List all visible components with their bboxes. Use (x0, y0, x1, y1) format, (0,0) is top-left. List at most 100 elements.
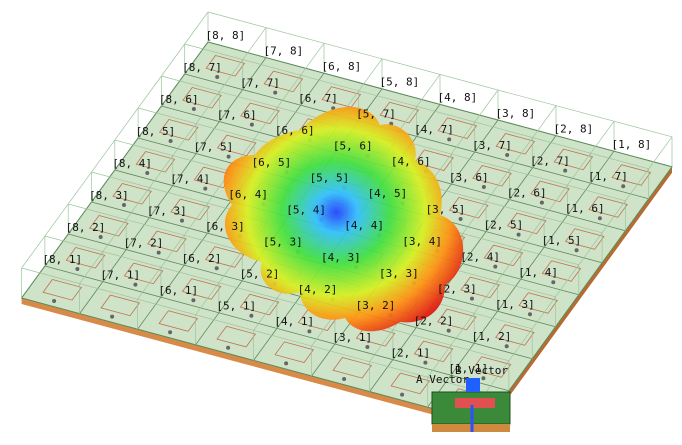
cell-label: [4, 3] (321, 251, 361, 264)
cell-label: [5, 2] (240, 268, 280, 281)
feed-pin (168, 139, 173, 143)
cell-label: [7, 2] (124, 236, 164, 249)
patch (89, 215, 129, 237)
cell-label: [3, 2] (356, 299, 396, 312)
patch (332, 357, 373, 379)
cell-label: [4, 8] (437, 91, 477, 104)
patch (42, 279, 83, 301)
feed-pin (342, 377, 347, 381)
patch (414, 149, 454, 171)
feed-pin (527, 312, 532, 317)
patch (182, 87, 222, 109)
cell-label: [2, 1] (390, 346, 430, 359)
cell-label: [8, 8] (205, 29, 245, 42)
feed-pin (481, 185, 486, 189)
feed-pin (121, 203, 126, 207)
feed-pin (423, 360, 428, 365)
cell-label: [5, 7] (356, 108, 396, 121)
feed-pin (597, 216, 602, 221)
cell-label: [7, 4] (170, 172, 210, 185)
feed-pin (307, 329, 312, 334)
feed-pin (516, 232, 521, 237)
cell-label: [6, 1] (158, 284, 198, 297)
patch (564, 228, 605, 250)
feed-pin (539, 200, 544, 205)
cell-label: [4, 2] (298, 283, 338, 296)
cell-label: [5, 6] (333, 140, 373, 153)
cell-label: [2, 8] (553, 122, 593, 135)
cell-label: [4, 6] (391, 155, 431, 168)
feed-pin (621, 184, 626, 189)
cell-label: [2, 5] (484, 218, 524, 231)
axis-label: A Vector (416, 373, 469, 386)
cell-label: [3, 8] (495, 107, 535, 120)
cell-label: [1, 8] (611, 138, 651, 151)
patch (135, 151, 176, 173)
feed-pin (52, 299, 57, 303)
cell-label: [4, 7] (414, 123, 454, 136)
feed-pin (551, 280, 556, 285)
patch (65, 247, 106, 269)
cell-label: [3, 5] (426, 203, 466, 216)
cell-label: [3, 1] (332, 331, 372, 344)
feed-pin (156, 250, 161, 255)
patch (611, 164, 652, 186)
cell-label: [1, 5] (542, 234, 582, 247)
feed-pin (110, 314, 115, 319)
radiation-pattern (223, 106, 464, 332)
cell-label: [4, 5] (368, 187, 408, 200)
cell-label: [8, 2] (66, 221, 106, 234)
vector-marker (466, 378, 480, 392)
patch (158, 119, 199, 141)
patch (355, 325, 396, 347)
feed-pin (75, 267, 80, 271)
cell-label: [4, 1] (274, 315, 314, 328)
cell-label: [6, 8] (321, 60, 361, 73)
patch (390, 372, 431, 395)
patch (239, 293, 280, 316)
cell-label: [8, 3] (89, 189, 129, 202)
feed-pin (226, 154, 231, 159)
feed-pin (481, 376, 486, 381)
cell-label: [6, 3] (205, 220, 245, 233)
patch (553, 148, 594, 171)
patch (483, 244, 524, 267)
feed-pin (179, 218, 184, 223)
patch (263, 70, 304, 93)
patch (205, 246, 245, 268)
patch (216, 134, 257, 157)
cell-label: [3, 7] (472, 139, 512, 152)
feed-pin (284, 361, 289, 366)
cell-label: [8, 1] (42, 253, 82, 266)
feed-pin (574, 248, 579, 253)
feed-pin (191, 298, 196, 303)
cell-label: [7, 1] (100, 268, 140, 281)
patch (240, 102, 280, 125)
cell-label: [6, 6] (275, 124, 315, 137)
patch (495, 133, 536, 155)
cell-label: [8, 6] (159, 93, 199, 106)
cell-label: [1, 7] (588, 170, 628, 183)
cell-label: [8, 7] (182, 61, 222, 74)
cell-label: [4, 4] (344, 219, 384, 232)
cell-label: [1, 6] (565, 202, 605, 215)
feed-pin (273, 90, 278, 95)
feed-pin (249, 313, 254, 318)
cell-label: [7, 7] (240, 76, 280, 89)
feed-pin (145, 171, 150, 175)
cell-label: [3, 4] (402, 235, 442, 248)
feed-pin (203, 186, 208, 191)
cell-label: [5, 5] (310, 172, 350, 185)
patch (471, 356, 512, 378)
substrate-edge (21, 298, 486, 429)
patch (147, 230, 187, 253)
patch (112, 183, 152, 205)
feed-pin (226, 345, 231, 350)
cell-label: [1, 3] (495, 298, 535, 311)
patch (170, 198, 210, 221)
cell-label: [2, 2] (414, 314, 454, 327)
patch (460, 276, 500, 299)
cell-label: [7, 8] (263, 44, 303, 57)
cell-label: [5, 8] (379, 76, 419, 89)
feed-pin (493, 264, 498, 269)
